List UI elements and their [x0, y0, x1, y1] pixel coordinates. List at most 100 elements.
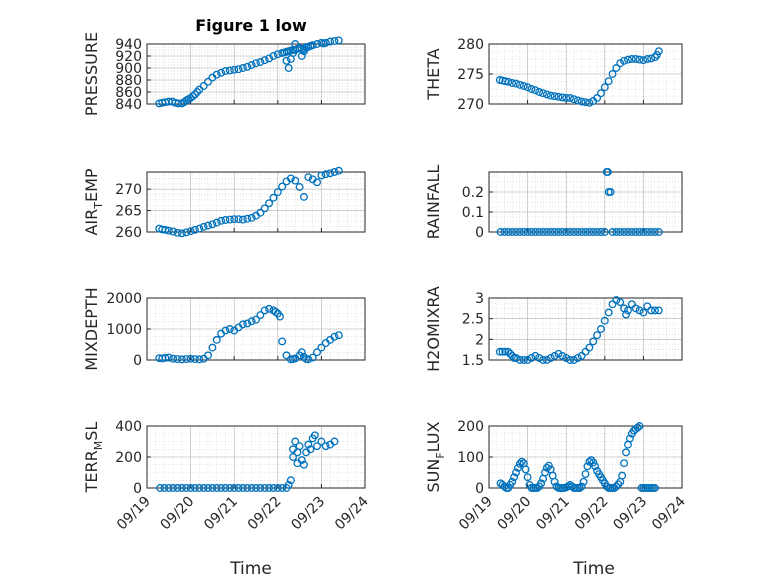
- data-point: [573, 353, 582, 362]
- data-point: [300, 192, 308, 201]
- data-point: [252, 484, 260, 492]
- data-point: [620, 459, 629, 468]
- data-point: [276, 312, 284, 321]
- y-tick-label: 0: [475, 481, 484, 497]
- data-point: [164, 353, 173, 362]
- subplot-5: 3 2.5 2 1.5 H2OMIXRA: [424, 286, 683, 372]
- data-point: [208, 343, 217, 352]
- data-point: [182, 355, 191, 364]
- data-point: [234, 484, 243, 492]
- data-point: [510, 473, 519, 482]
- data-point: [204, 77, 212, 86]
- data-point: [195, 224, 204, 233]
- y-axis-label: TERRMSL: [82, 422, 105, 494]
- data-point: [269, 484, 278, 492]
- data-point: [616, 298, 625, 307]
- data-point: [269, 52, 278, 60]
- data-point: [639, 228, 648, 236]
- data-point: [542, 463, 551, 472]
- data-point: [234, 65, 243, 74]
- data-point: [654, 228, 663, 236]
- data-point: [515, 356, 524, 364]
- data-point: [217, 216, 226, 225]
- data-point: [573, 96, 582, 105]
- data-point: [542, 356, 551, 364]
- data-point: [317, 437, 326, 446]
- data-point: [156, 484, 165, 492]
- data-point: [581, 470, 590, 478]
- data-point: [304, 173, 313, 182]
- data-point: [539, 356, 547, 364]
- y-tick-label: 840: [115, 97, 142, 113]
- y-tick-label: 900: [115, 61, 142, 77]
- data-point: [515, 80, 524, 89]
- data-point: [550, 351, 559, 360]
- data-point: [195, 484, 204, 492]
- axes-border: [488, 43, 683, 105]
- data-point: [191, 355, 199, 364]
- data-point: [523, 473, 532, 482]
- data-point: [243, 214, 252, 223]
- data-point: [243, 62, 252, 71]
- y-tick-label: 280: [457, 37, 484, 53]
- data-point: [173, 228, 182, 237]
- data-point: [541, 468, 549, 477]
- y-axis-label: H2OMIXRA: [424, 286, 443, 372]
- data-point: [550, 92, 559, 101]
- data-point: [533, 484, 542, 492]
- data-point: [243, 319, 252, 328]
- data-point: [225, 215, 234, 224]
- data-point: [302, 43, 311, 51]
- data-point: [519, 82, 528, 90]
- axes-border: [146, 297, 366, 361]
- data-point: [291, 176, 300, 185]
- data-point: [295, 183, 304, 191]
- data-point: [596, 228, 605, 236]
- y-tick-label: 265: [115, 204, 142, 220]
- data-point: [186, 227, 195, 236]
- data-point: [252, 59, 260, 68]
- data-point: [515, 459, 524, 468]
- data-point: [508, 351, 517, 360]
- y-tick-label: 200: [457, 419, 484, 435]
- data-point: [321, 170, 330, 179]
- data-point: [593, 331, 602, 340]
- data-point: [504, 228, 513, 236]
- data-point: [289, 453, 298, 461]
- y-axis-label: RAINFALL: [424, 165, 443, 240]
- y-tick-label: 1.5: [462, 353, 484, 369]
- data-point: [589, 458, 598, 467]
- data-point: [566, 228, 575, 236]
- data-point: [212, 218, 221, 227]
- data-point: [620, 56, 629, 65]
- data-point: [622, 310, 630, 319]
- data-point: [177, 355, 186, 364]
- data-point: [569, 356, 578, 364]
- data-point: [566, 356, 575, 364]
- data-point: [600, 228, 609, 236]
- data-point: [620, 228, 629, 236]
- data-point: [631, 55, 640, 63]
- data-point: [326, 169, 335, 178]
- data-point: [618, 471, 627, 480]
- data-point: [654, 306, 663, 315]
- y-tick-label: 270: [115, 182, 142, 198]
- data-point: [269, 193, 278, 202]
- data-point: [633, 423, 642, 432]
- data-point: [306, 445, 315, 454]
- data-point: [501, 77, 510, 86]
- data-point: [593, 228, 602, 236]
- data-point: [161, 225, 170, 234]
- y-axis-label: AIRTEMP: [82, 168, 105, 235]
- axes-border: [488, 425, 683, 489]
- axes-frame: [146, 171, 366, 233]
- data-point: [651, 484, 659, 492]
- data-point: [247, 484, 256, 492]
- data-point: [531, 86, 540, 95]
- data-point: [164, 484, 173, 492]
- data-point: [193, 88, 202, 96]
- y-axis-label: THETA: [424, 48, 443, 100]
- data-point: [321, 442, 330, 451]
- data-point: [517, 457, 526, 466]
- data-point: [217, 68, 226, 77]
